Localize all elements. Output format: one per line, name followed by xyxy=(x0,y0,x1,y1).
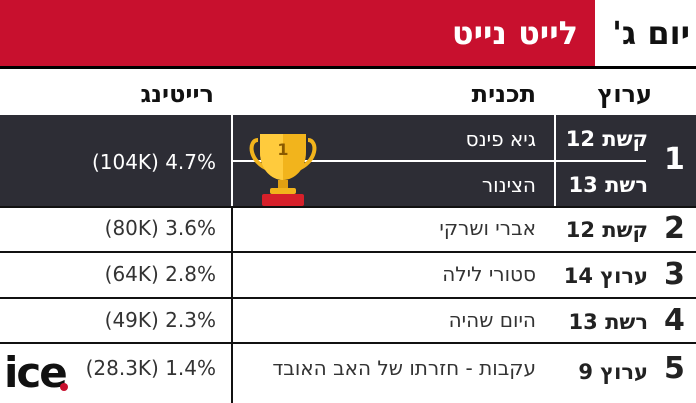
rank-2: 2 xyxy=(664,211,685,246)
ice-logo-text: ice xyxy=(4,348,68,397)
header-banner xyxy=(0,0,591,66)
logo-dot xyxy=(60,383,68,391)
ice-logo: ice xyxy=(4,348,68,397)
program-1b: הצינור xyxy=(481,173,536,197)
program-4: היום שהיה xyxy=(448,308,536,332)
rating-4: (49K) 2.3% xyxy=(104,308,216,332)
row-separator xyxy=(0,206,696,208)
row-separator xyxy=(0,342,696,344)
rating-1: (104K) 4.7% xyxy=(91,150,216,174)
row-1-split xyxy=(232,160,646,162)
channel-1b: רשת 13 xyxy=(568,173,648,197)
rank-4: 4 xyxy=(664,303,685,338)
program-2: אברי ושרקי xyxy=(439,216,536,240)
rating-3: (64K) 2.8% xyxy=(104,262,216,286)
channel-5: ערוץ 9 xyxy=(578,360,648,384)
rank-5: 5 xyxy=(664,351,685,386)
trophy-icon: 1 xyxy=(246,130,320,210)
trophy-label: 1 xyxy=(277,140,289,159)
page-title: לייט נייט xyxy=(451,14,578,52)
program-3: סטורי לילה xyxy=(442,262,536,286)
rating-divider xyxy=(231,208,233,403)
row-separator xyxy=(0,297,696,299)
channel-3: ערוץ 14 xyxy=(563,264,648,288)
rating-5: (28.3K) 1.4% xyxy=(85,356,216,380)
day-label: יום ג' xyxy=(612,14,690,52)
column-header-rating: רייטינג xyxy=(140,80,214,108)
program-1a: גיא פינס xyxy=(465,127,536,151)
header-divider xyxy=(0,66,696,69)
channel-4: רשת 13 xyxy=(568,310,648,334)
day-box xyxy=(591,0,696,66)
program-5: עקבות - חזרתו של האב האובד xyxy=(272,356,536,380)
column-header-program: תכנית xyxy=(471,80,536,108)
rating-2: (80K) 3.6% xyxy=(104,216,216,240)
rank-1: 1 xyxy=(664,142,685,177)
channel-2: קשת 12 xyxy=(565,218,648,242)
channel-1a: קשת 12 xyxy=(565,127,648,151)
row-separator xyxy=(0,251,696,253)
rank-3: 3 xyxy=(664,257,685,292)
column-header-channel: ערוץ xyxy=(597,80,652,108)
